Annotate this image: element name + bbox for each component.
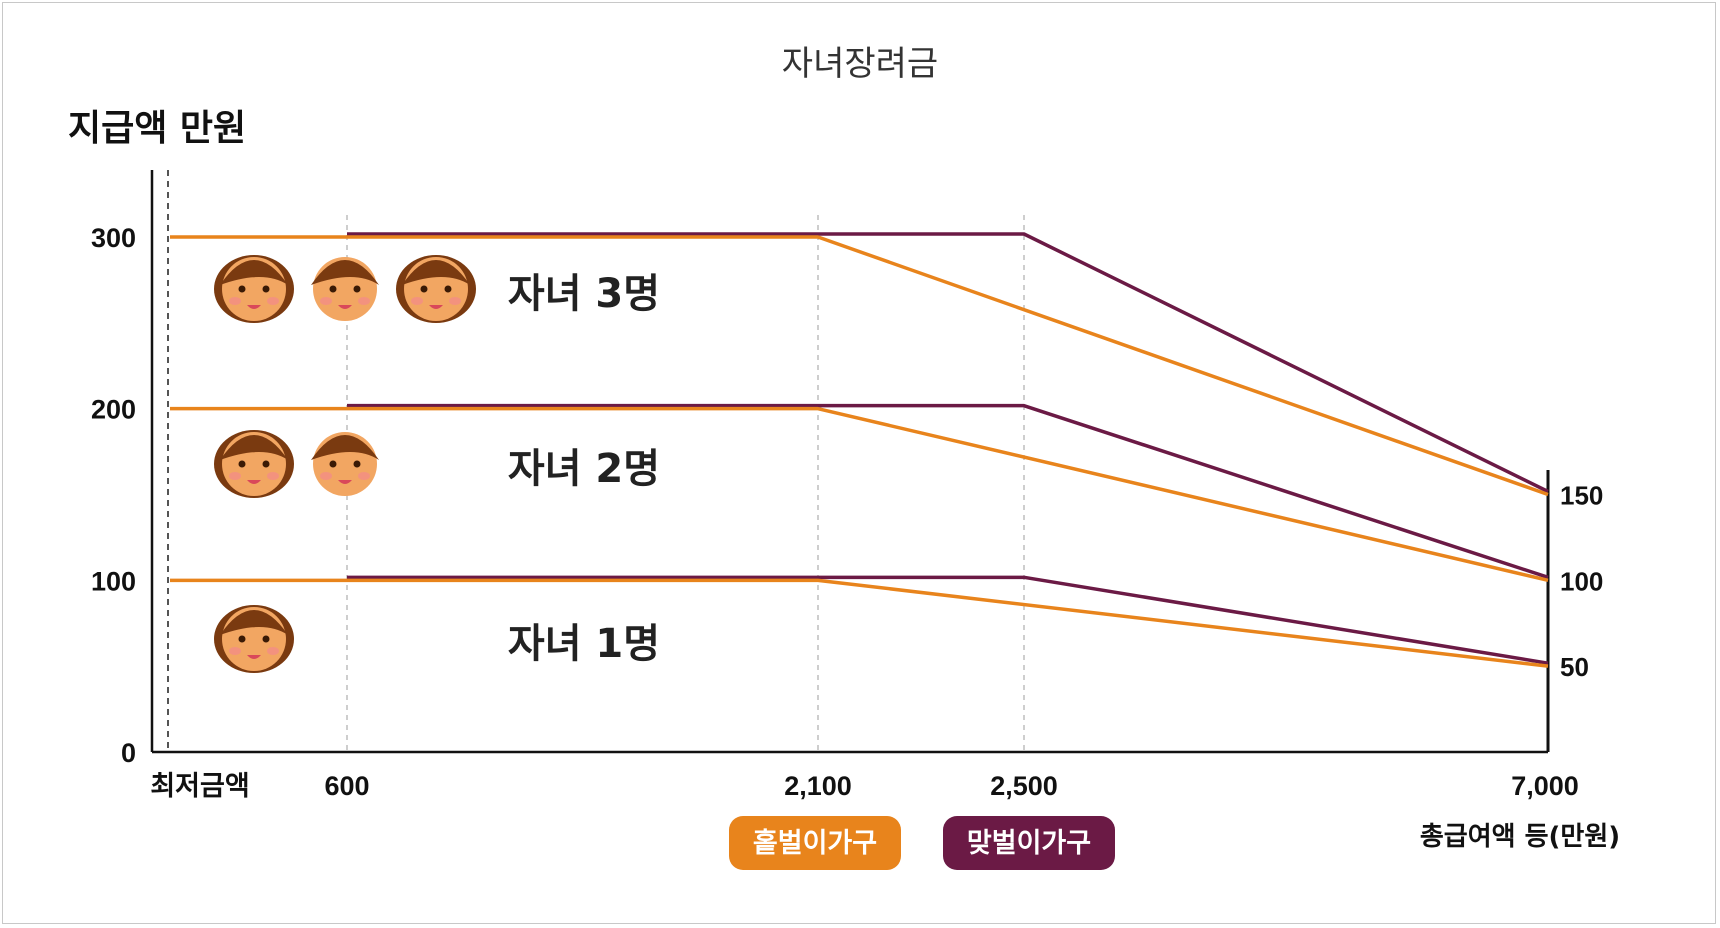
eye-left xyxy=(238,285,246,293)
mouth xyxy=(338,480,352,484)
legend-layer: 홑벌이가구 맞벌이가구 xyxy=(729,816,1115,870)
x-tick-label: 최저금액 xyxy=(150,771,249,801)
legend-swatch xyxy=(943,816,1115,870)
cheek-left xyxy=(320,297,332,305)
series-line xyxy=(170,235,1549,497)
grid-layer xyxy=(167,170,1025,752)
eye-left xyxy=(329,460,337,468)
right-tick-label: 50 xyxy=(1560,652,1589,682)
child-face-icon xyxy=(214,605,294,673)
labels-layer: 0 100 200 300 150 100 50 최저금액 600 2,100 2,500 7,000… xyxy=(91,223,1603,801)
series-line xyxy=(170,406,1549,583)
mouth xyxy=(247,480,261,484)
cheek-right xyxy=(267,647,279,655)
hair-top xyxy=(311,260,379,285)
y-tick-label: 0 xyxy=(121,738,136,768)
series-line xyxy=(347,403,1549,579)
cheek-right xyxy=(358,297,370,305)
series-line xyxy=(170,578,1549,668)
legend-item: 홑벌이가구 xyxy=(729,816,901,870)
eye-right xyxy=(444,285,452,293)
series-line xyxy=(347,575,1549,665)
faces-layer xyxy=(214,255,476,673)
eye-right xyxy=(262,285,270,293)
cheek-right xyxy=(267,472,279,480)
eye-right xyxy=(353,285,361,293)
child-face-icon xyxy=(311,257,379,321)
child-face-icon xyxy=(214,255,294,323)
group-label: 자녀 2명 xyxy=(508,446,660,492)
chart-title: 자녀장려금 xyxy=(782,44,938,84)
legend-swatch xyxy=(729,816,901,870)
group-label: 자녀 3명 xyxy=(508,271,660,317)
mouth xyxy=(247,655,261,659)
child-face-icon xyxy=(311,432,379,496)
axes-layer xyxy=(150,170,1550,754)
hair-top xyxy=(220,435,288,460)
legend-label: 홑벌이가구 xyxy=(753,828,877,859)
child-face-icon xyxy=(396,255,476,323)
y-axis-label: 지급액 만원 xyxy=(68,108,246,149)
cheek-left xyxy=(229,472,241,480)
eye-left xyxy=(238,635,246,643)
eye-right xyxy=(353,460,361,468)
cheek-left xyxy=(229,297,241,305)
right-tick-label: 150 xyxy=(1560,481,1603,511)
x-tick-label: 2,100 xyxy=(784,771,852,801)
hair-top xyxy=(311,435,379,460)
legend-label: 맞벌이가구 xyxy=(967,828,1091,859)
eye-right xyxy=(262,635,270,643)
x-tick-label: 2,500 xyxy=(990,771,1058,801)
mouth xyxy=(429,305,443,309)
eye-right xyxy=(262,460,270,468)
series-line xyxy=(347,232,1549,494)
cheek-right xyxy=(267,297,279,305)
cheek-left xyxy=(229,647,241,655)
mouth xyxy=(247,305,261,309)
y-tick-label: 100 xyxy=(91,566,136,596)
hair-top xyxy=(220,260,288,285)
hair-top xyxy=(220,610,288,635)
cheek-right xyxy=(449,297,461,305)
cheek-right xyxy=(358,472,370,480)
x-tick-label: 7,000 xyxy=(1511,771,1579,801)
series-layer xyxy=(170,232,1549,668)
x-tick-label: 600 xyxy=(324,771,369,801)
legend-item: 맞벌이가구 xyxy=(943,816,1115,870)
eye-left xyxy=(329,285,337,293)
right-tick-label: 100 xyxy=(1560,566,1603,596)
y-tick-label: 300 xyxy=(91,223,136,253)
cheek-left xyxy=(320,472,332,480)
group-label: 자녀 1명 xyxy=(508,621,660,667)
eye-left xyxy=(420,285,428,293)
y-tick-label: 200 xyxy=(91,395,136,425)
cheek-left xyxy=(411,297,423,305)
child-face-icon xyxy=(214,430,294,498)
x-axis-label: 총급여액 등(만원) xyxy=(1420,822,1620,852)
eye-left xyxy=(238,460,246,468)
mouth xyxy=(338,305,352,309)
hair-top xyxy=(402,260,470,285)
